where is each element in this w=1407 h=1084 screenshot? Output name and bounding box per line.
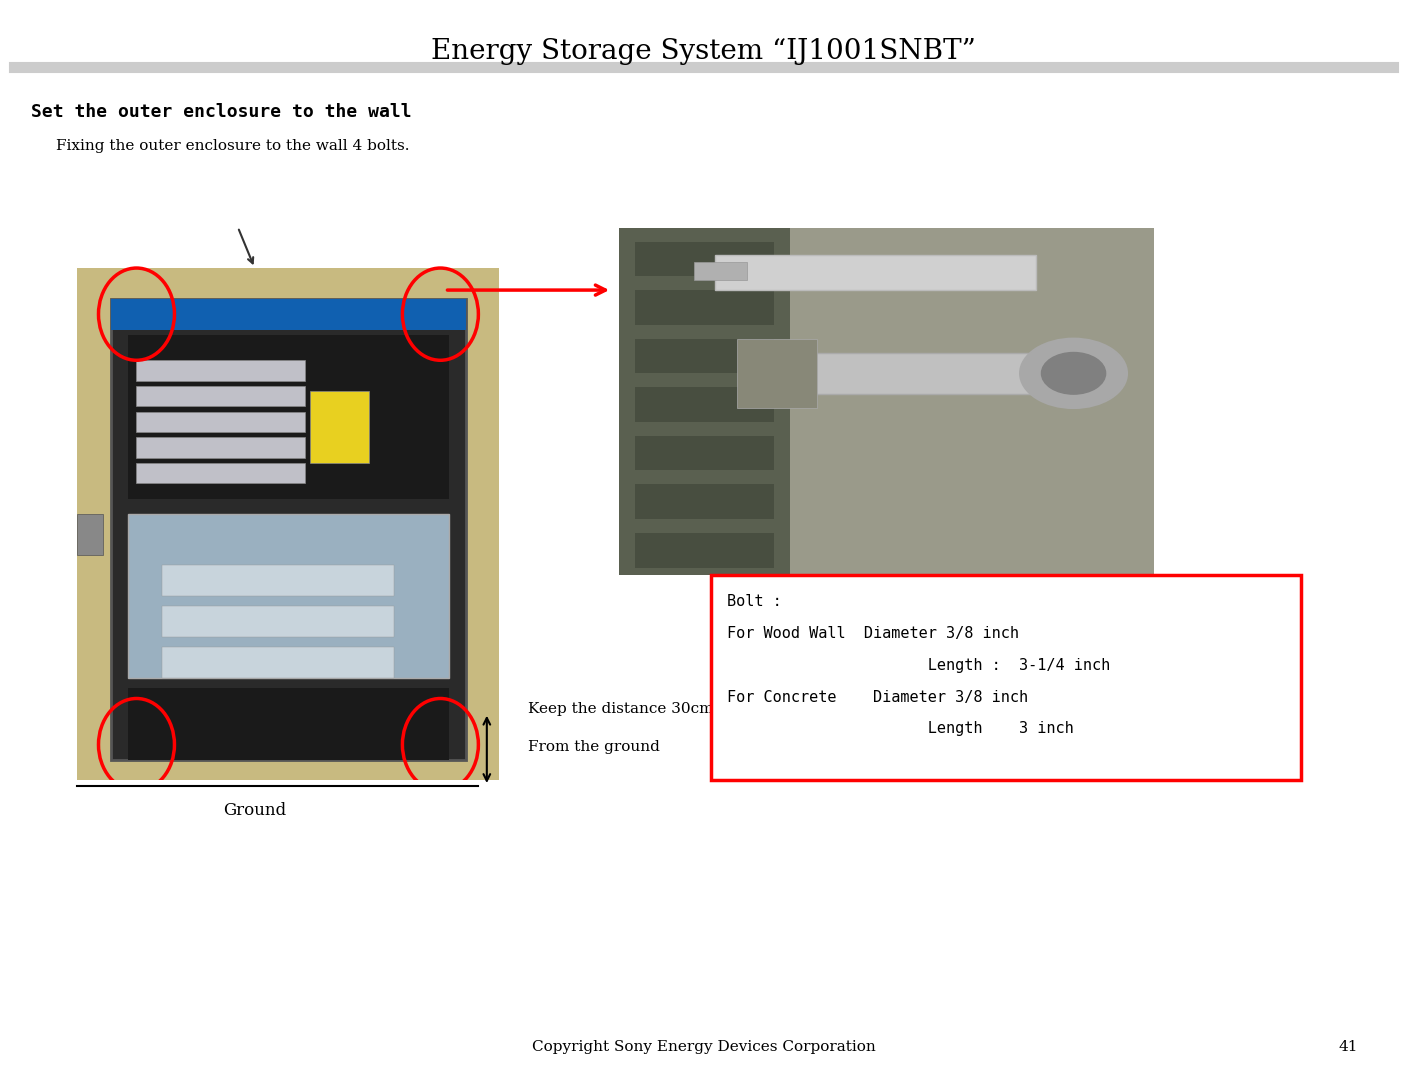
- Bar: [77, 514, 103, 555]
- Text: Bolt :: Bolt :: [727, 594, 782, 609]
- Bar: [136, 463, 305, 483]
- Bar: [136, 437, 305, 457]
- Bar: [635, 387, 774, 422]
- Bar: [635, 242, 774, 276]
- Text: Set the outer enclosure to the wall: Set the outer enclosure to the wall: [31, 103, 412, 121]
- Bar: [162, 647, 394, 678]
- Bar: [136, 412, 305, 433]
- Text: Keep the distance 30cm or more: Keep the distance 30cm or more: [528, 702, 779, 717]
- Bar: [162, 606, 394, 637]
- Bar: [619, 228, 791, 575]
- Bar: [635, 485, 774, 519]
- Bar: [136, 360, 305, 380]
- Text: For Wood Wall  Diameter 3/8 inch: For Wood Wall Diameter 3/8 inch: [727, 625, 1020, 641]
- Text: Length    3 inch: Length 3 inch: [727, 721, 1074, 736]
- Text: Fixing the outer enclosure to the wall 4 bolts.: Fixing the outer enclosure to the wall 4…: [56, 139, 409, 153]
- Bar: [715, 256, 1036, 291]
- Bar: [310, 391, 369, 463]
- Circle shape: [1041, 352, 1106, 395]
- Bar: [111, 299, 466, 330]
- Bar: [136, 386, 305, 406]
- Bar: [768, 352, 1062, 395]
- Text: Ground: Ground: [224, 802, 286, 820]
- Text: Length :  3-1/4 inch: Length : 3-1/4 inch: [727, 658, 1110, 673]
- Bar: [737, 338, 817, 408]
- Bar: [162, 565, 394, 596]
- Circle shape: [1020, 338, 1127, 408]
- Text: Copyright Sony Energy Devices Corporation: Copyright Sony Energy Devices Corporatio…: [532, 1040, 875, 1054]
- Text: 41: 41: [1338, 1040, 1358, 1054]
- Bar: [111, 299, 466, 760]
- Bar: [635, 436, 774, 470]
- Text: For Concrete    Diameter 3/8 inch: For Concrete Diameter 3/8 inch: [727, 689, 1029, 705]
- Bar: [635, 291, 774, 325]
- Bar: [635, 533, 774, 568]
- Bar: [128, 335, 449, 499]
- Text: Energy Storage System “IJ1001SNBT”: Energy Storage System “IJ1001SNBT”: [431, 38, 976, 65]
- Bar: [128, 514, 449, 678]
- Text: From the ground: From the ground: [528, 740, 660, 754]
- Bar: [128, 688, 449, 760]
- Bar: [635, 338, 774, 373]
- Bar: [694, 262, 747, 280]
